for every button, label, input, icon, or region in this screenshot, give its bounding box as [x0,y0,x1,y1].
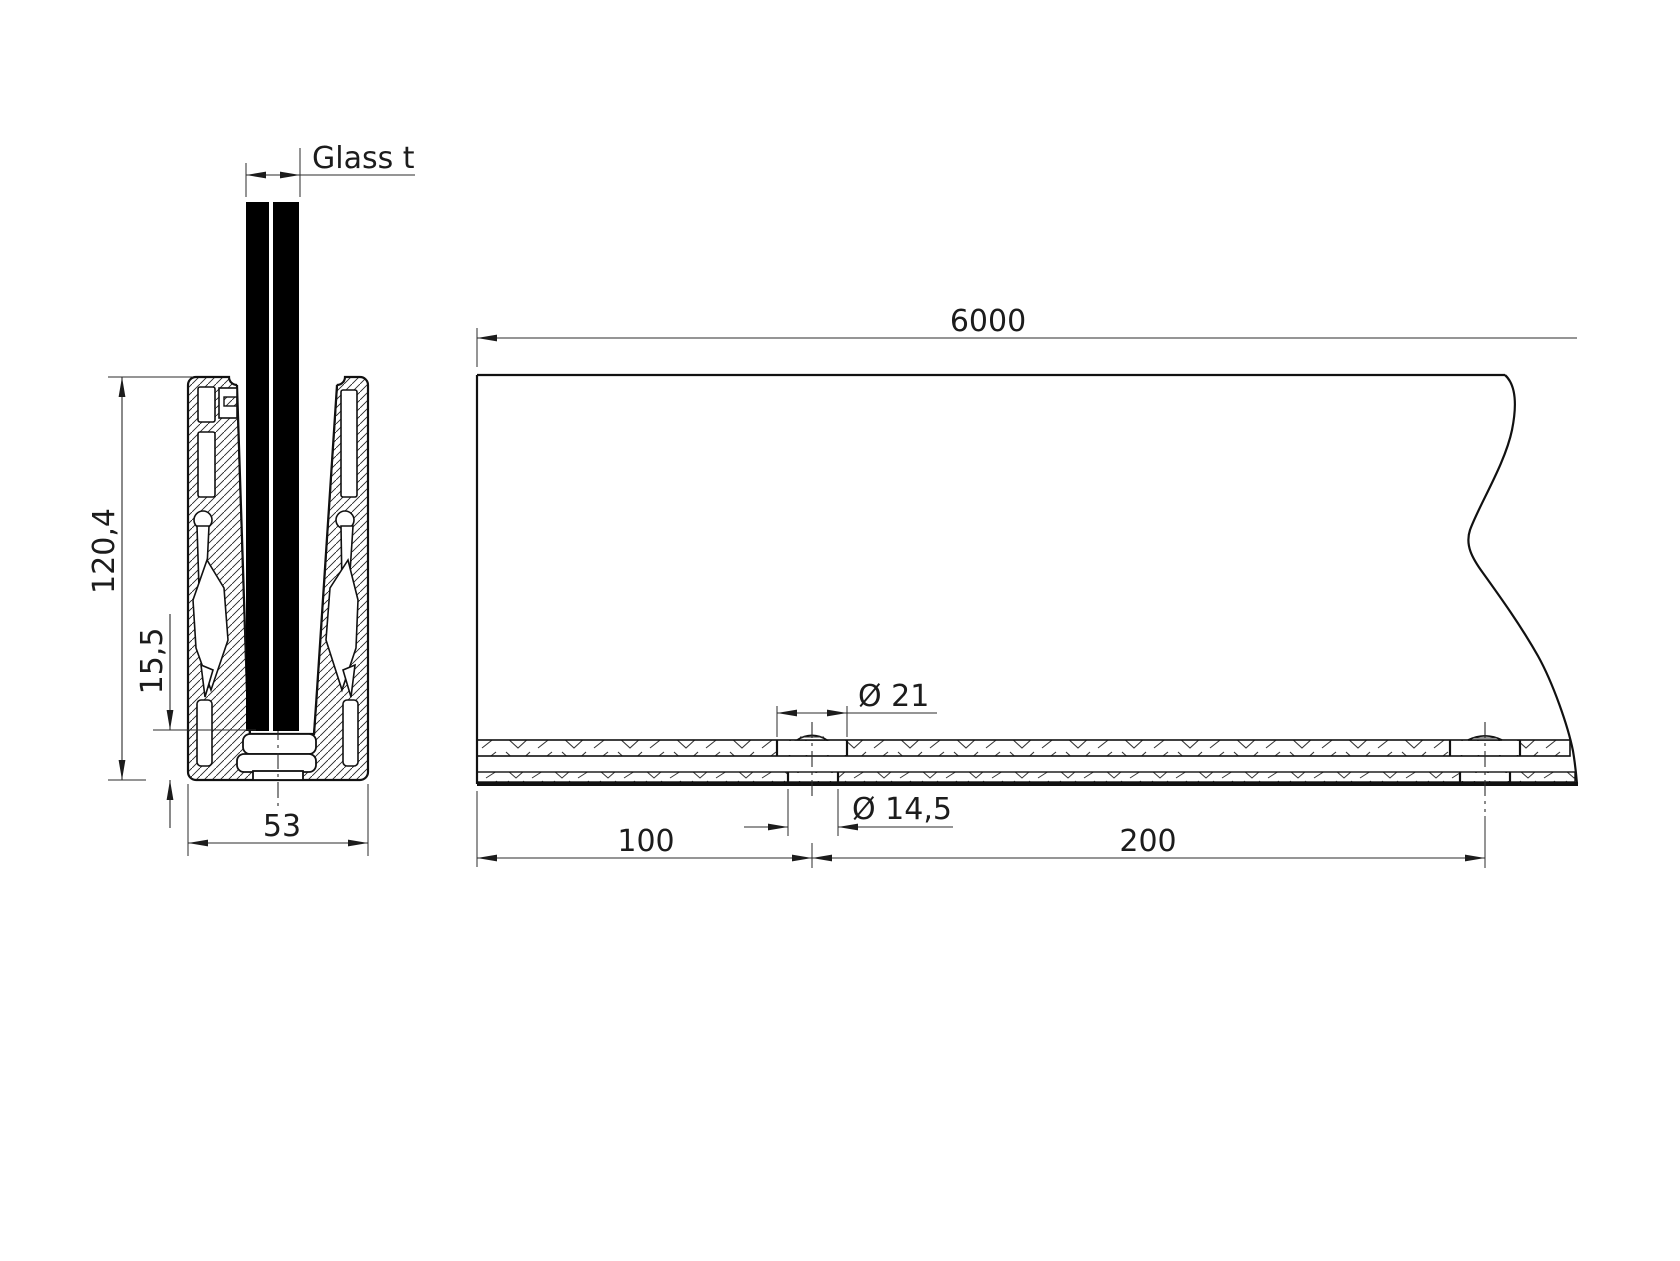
glass-thickness-label: Glass t [312,141,415,176]
profile-cavities-left [192,386,238,767]
hole-diameter-label: Ø 14,5 [852,792,952,827]
dim-glass-seat-depth: 15,5 [135,614,256,828]
profile-width-label: 53 [263,809,301,844]
hole-1 [775,722,849,868]
hole-spacing-label: 200 [1119,824,1176,859]
setting-block-upper [242,733,317,755]
dim-hole-diameter: Ø 14,5 [744,789,953,836]
profile-length-label: 6000 [950,304,1026,339]
base-strip-upper [476,739,1571,757]
dim-profile-height: 120,4 [87,376,193,781]
break-line [1467,374,1579,785]
cross-section-view: Glass t 120,4 15,5 53 [87,141,415,856]
elevation-view: 6000 Ø 21 Ø 14,5 100 200 [475,304,1579,868]
hole-2 [1448,722,1522,868]
glass-panel [246,202,299,731]
channel-inner-face-right [312,384,339,735]
hole-edge-distance-label: 100 [617,824,674,859]
dim-profile-width: 53 [187,784,369,856]
glass-pane-left [246,202,269,731]
dim-glass-thickness: Glass t [245,141,415,197]
glass-pane-right [273,202,299,731]
profile-height-label: 120,4 [87,508,122,594]
counterbore-diameter-label: Ø 21 [858,679,929,714]
dim-hole-positions: 100 200 [476,791,1485,867]
glass-seat-depth-label: 15,5 [135,628,170,695]
setting-block-lower [236,753,317,773]
dim-counterbore: Ø 21 [776,679,937,737]
base-strip-lower [476,771,1576,783]
dim-profile-length: 6000 [476,304,1577,367]
profile-cavities-right [325,389,359,767]
